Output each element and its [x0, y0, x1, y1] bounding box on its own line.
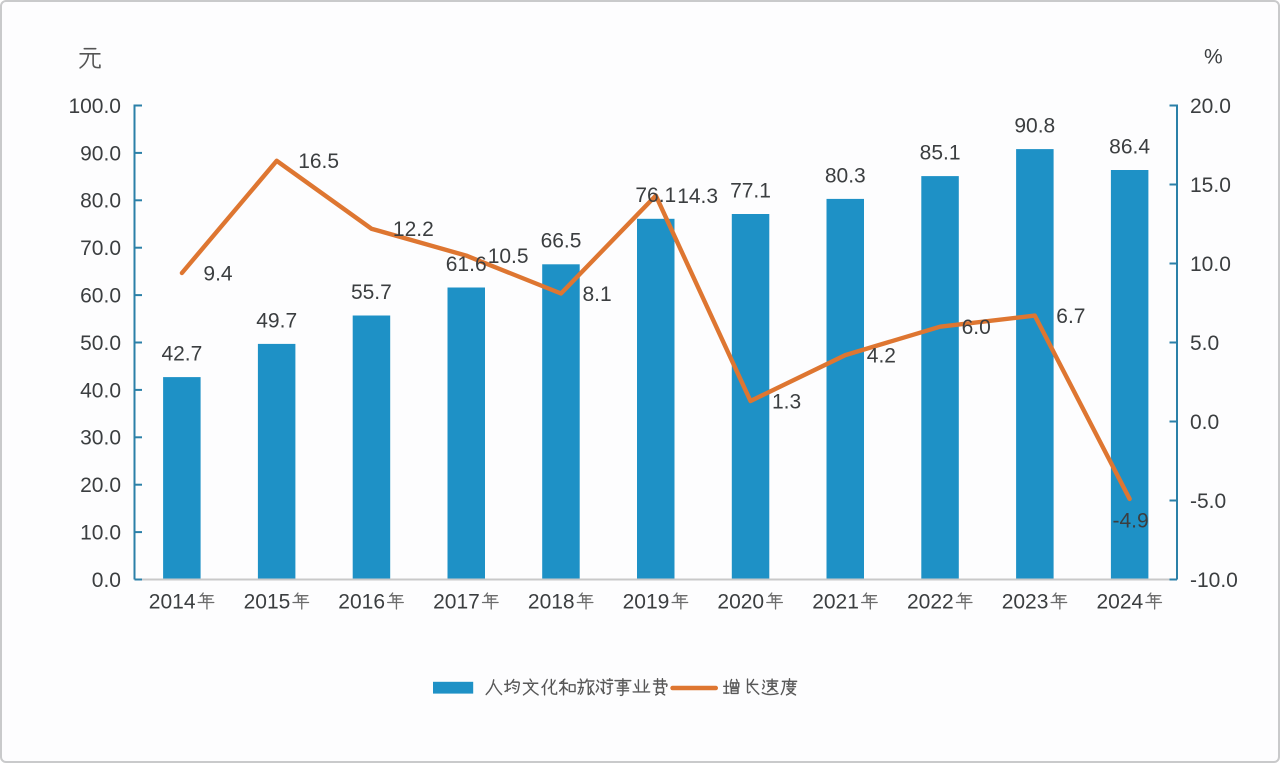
svg-text:50.0: 50.0 [80, 332, 121, 355]
svg-text:9.4: 9.4 [203, 262, 233, 285]
svg-text:60.0: 60.0 [80, 285, 121, 308]
svg-text:2022: 2022 [907, 591, 954, 614]
svg-text:2023: 2023 [1002, 591, 1049, 614]
svg-text:0.0: 0.0 [92, 569, 121, 592]
svg-text:2021: 2021 [812, 591, 859, 614]
svg-text:76.1: 76.1 [635, 184, 676, 207]
svg-text:10.0: 10.0 [1190, 253, 1231, 276]
svg-text:20.0: 20.0 [80, 474, 121, 497]
svg-text:8.1: 8.1 [583, 283, 612, 306]
svg-text:2016: 2016 [338, 591, 385, 614]
svg-text:85.1: 85.1 [920, 142, 961, 165]
svg-text:-5.0: -5.0 [1190, 490, 1226, 513]
svg-text:2014: 2014 [149, 591, 196, 614]
svg-text:20.0: 20.0 [1190, 95, 1231, 118]
svg-text:42.7: 42.7 [161, 343, 202, 366]
svg-text:10.0: 10.0 [80, 522, 121, 545]
svg-text:90.8: 90.8 [1014, 115, 1055, 138]
svg-text:2020: 2020 [717, 591, 764, 614]
svg-text:5.0: 5.0 [1190, 332, 1219, 355]
svg-text:80.3: 80.3 [825, 164, 866, 187]
svg-text:30.0: 30.0 [80, 427, 121, 450]
svg-text:2017: 2017 [433, 591, 480, 614]
svg-text:15.0: 15.0 [1190, 174, 1231, 197]
svg-text:-4.9: -4.9 [1113, 509, 1149, 532]
svg-text:0.0: 0.0 [1190, 411, 1219, 434]
svg-text:2018: 2018 [528, 591, 575, 614]
svg-text:61.6: 61.6 [446, 253, 487, 276]
svg-text:49.7: 49.7 [256, 309, 297, 332]
svg-text:14.3: 14.3 [677, 185, 718, 208]
svg-text:55.7: 55.7 [351, 281, 392, 304]
svg-text:6.7: 6.7 [1056, 305, 1085, 328]
svg-text:86.4: 86.4 [1109, 135, 1150, 158]
svg-text:40.0: 40.0 [80, 379, 121, 402]
svg-text:-10.0: -10.0 [1190, 569, 1238, 592]
svg-text:77.1: 77.1 [730, 179, 771, 202]
svg-text:90.0: 90.0 [80, 142, 121, 165]
svg-text:16.5: 16.5 [298, 150, 339, 173]
svg-text:70.0: 70.0 [80, 237, 121, 260]
svg-text:2019: 2019 [623, 591, 670, 614]
svg-text:10.5: 10.5 [488, 245, 529, 268]
svg-text:1.3: 1.3 [772, 390, 801, 413]
svg-text:12.2: 12.2 [393, 218, 434, 241]
svg-text:%: % [1204, 46, 1223, 69]
svg-text:6.0: 6.0 [962, 316, 991, 339]
svg-text:66.5: 66.5 [541, 230, 582, 253]
svg-text:100.0: 100.0 [68, 95, 121, 118]
svg-text:80.0: 80.0 [80, 190, 121, 213]
svg-text:2015: 2015 [244, 591, 291, 614]
svg-text:2024: 2024 [1097, 591, 1144, 614]
svg-text:4.2: 4.2 [867, 345, 896, 368]
